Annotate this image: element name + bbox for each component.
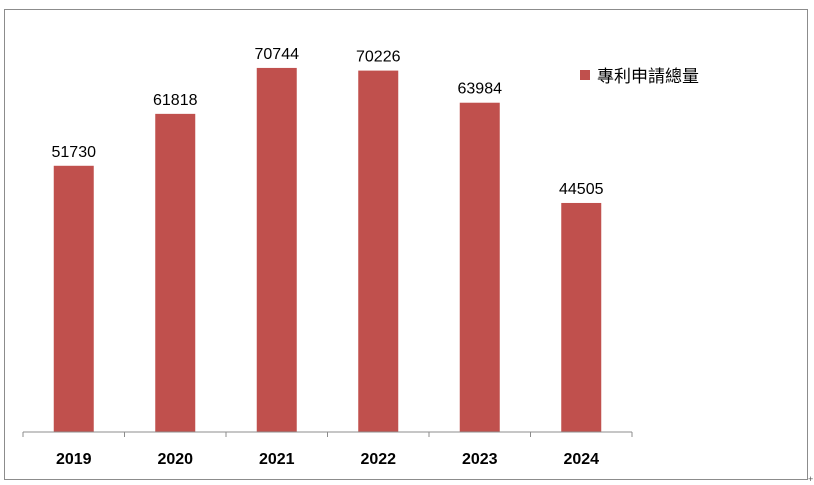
data-label-2021: 70744 [255,46,300,63]
bar-2022 [358,70,399,433]
x-tick-label-2021: 2021 [259,451,295,468]
legend: 專利申請總量 [580,62,699,87]
data-label-2024: 44505 [559,181,604,198]
bar-2023 [459,102,500,432]
corner-mark: + [808,474,814,484]
x-tick-label-2020: 2020 [157,451,193,468]
x-axis: 2019 2020 2021 2022 2023 2024 [22,431,633,468]
bar-2019 [53,165,94,432]
data-label-2020: 61818 [153,92,198,109]
legend-swatch [580,69,590,80]
data-labels: 51730 61818 70744 70226 63984 44505 [52,46,604,198]
legend-label: 專利申請總量 [597,67,699,86]
bar-2020 [155,113,196,432]
x-tick-label-2024: 2024 [563,451,599,468]
data-label-2019: 51730 [52,144,97,161]
x-tick-label-2019: 2019 [56,451,92,468]
chart-frame [4,9,808,480]
data-label-2023: 63984 [458,81,503,98]
data-label-2022: 70226 [356,49,401,66]
x-tick-label-2022: 2022 [360,451,396,468]
x-tick-label-2023: 2023 [462,451,498,468]
bars [53,67,602,433]
bar-2021 [256,67,297,433]
bar-2024 [561,202,602,432]
